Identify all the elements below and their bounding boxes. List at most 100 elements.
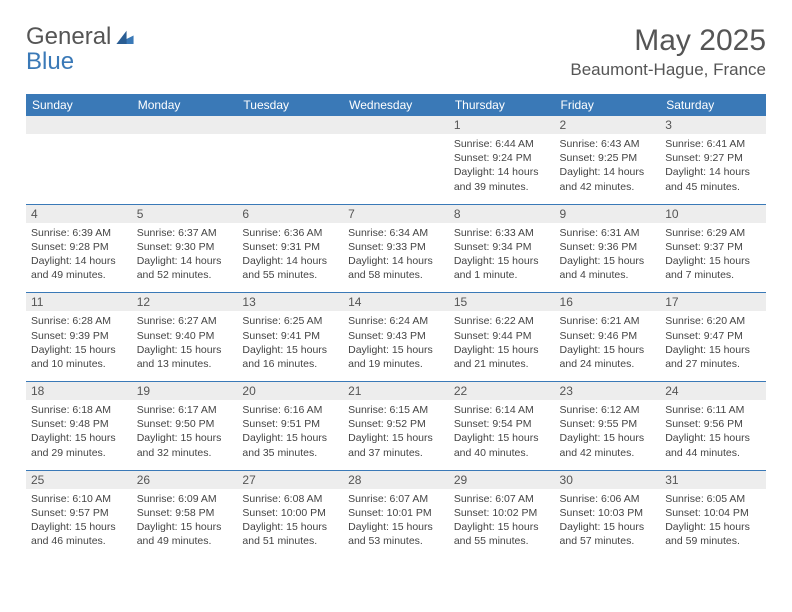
sunrise: Sunrise: 6:06 AM <box>560 492 656 506</box>
detail-row: Sunrise: 6:18 AMSunset: 9:48 PMDaylight:… <box>26 400 766 470</box>
daylight: Daylight: 15 hours and 7 minutes. <box>665 254 761 282</box>
sunrise: Sunrise: 6:24 AM <box>348 314 444 328</box>
day-number: 2 <box>555 116 661 134</box>
day-cell: Sunrise: 6:31 AMSunset: 9:36 PMDaylight:… <box>555 223 661 293</box>
sunrise: Sunrise: 6:14 AM <box>454 403 550 417</box>
day-cell: Sunrise: 6:21 AMSunset: 9:46 PMDaylight:… <box>555 311 661 381</box>
day-cell: Sunrise: 6:07 AMSunset: 10:02 PMDaylight… <box>449 489 555 559</box>
day-cell: Sunrise: 6:07 AMSunset: 10:01 PMDaylight… <box>343 489 449 559</box>
sunset: Sunset: 9:56 PM <box>665 417 761 431</box>
day-number: 5 <box>132 205 238 223</box>
sunrise: Sunrise: 6:36 AM <box>242 226 338 240</box>
sunset: Sunset: 10:01 PM <box>348 506 444 520</box>
daylight: Daylight: 14 hours and 49 minutes. <box>31 254 127 282</box>
day-cell: Sunrise: 6:24 AMSunset: 9:43 PMDaylight:… <box>343 311 449 381</box>
day-cell: Sunrise: 6:25 AMSunset: 9:41 PMDaylight:… <box>237 311 343 381</box>
daylight: Daylight: 15 hours and 40 minutes. <box>454 431 550 459</box>
sunrise: Sunrise: 6:09 AM <box>137 492 233 506</box>
daylight: Daylight: 15 hours and 10 minutes. <box>31 343 127 371</box>
day-cell: Sunrise: 6:16 AMSunset: 9:51 PMDaylight:… <box>237 400 343 470</box>
daylight: Daylight: 14 hours and 42 minutes. <box>560 165 656 193</box>
day-cell: Sunrise: 6:36 AMSunset: 9:31 PMDaylight:… <box>237 223 343 293</box>
sunrise: Sunrise: 6:10 AM <box>31 492 127 506</box>
daylight: Daylight: 15 hours and 29 minutes. <box>31 431 127 459</box>
dayname: Friday <box>555 94 661 116</box>
sunset: Sunset: 9:24 PM <box>454 151 550 165</box>
day-cell: Sunrise: 6:37 AMSunset: 9:30 PMDaylight:… <box>132 223 238 293</box>
daylight: Daylight: 14 hours and 58 minutes. <box>348 254 444 282</box>
sunrise: Sunrise: 6:11 AM <box>665 403 761 417</box>
day-cell <box>237 134 343 204</box>
day-cell: Sunrise: 6:18 AMSunset: 9:48 PMDaylight:… <box>26 400 132 470</box>
daylight: Daylight: 14 hours and 39 minutes. <box>454 165 550 193</box>
sunset: Sunset: 9:47 PM <box>665 329 761 343</box>
day-number: 23 <box>555 382 661 400</box>
sunrise: Sunrise: 6:37 AM <box>137 226 233 240</box>
daylight: Daylight: 14 hours and 52 minutes. <box>137 254 233 282</box>
sunrise: Sunrise: 6:22 AM <box>454 314 550 328</box>
daylight: Daylight: 15 hours and 27 minutes. <box>665 343 761 371</box>
day-number: 25 <box>26 471 132 489</box>
day-number <box>237 116 343 134</box>
detail-row: Sunrise: 6:10 AMSunset: 9:57 PMDaylight:… <box>26 489 766 559</box>
day-cell: Sunrise: 6:33 AMSunset: 9:34 PMDaylight:… <box>449 223 555 293</box>
sunset: Sunset: 9:27 PM <box>665 151 761 165</box>
daylight: Daylight: 15 hours and 55 minutes. <box>454 520 550 548</box>
daylight: Daylight: 15 hours and 53 minutes. <box>348 520 444 548</box>
sunrise: Sunrise: 6:44 AM <box>454 137 550 151</box>
header: GeneralBlue May 2025 Beaumont-Hague, Fra… <box>26 24 766 80</box>
sunrise: Sunrise: 6:28 AM <box>31 314 127 328</box>
day-cell: Sunrise: 6:28 AMSunset: 9:39 PMDaylight:… <box>26 311 132 381</box>
sunset: Sunset: 9:43 PM <box>348 329 444 343</box>
daylight: Daylight: 15 hours and 4 minutes. <box>560 254 656 282</box>
day-number: 24 <box>660 382 766 400</box>
day-cell <box>26 134 132 204</box>
dayname: Tuesday <box>237 94 343 116</box>
sunset: Sunset: 10:00 PM <box>242 506 338 520</box>
day-number: 9 <box>555 205 661 223</box>
sunrise: Sunrise: 6:12 AM <box>560 403 656 417</box>
sunset: Sunset: 9:54 PM <box>454 417 550 431</box>
sunset: Sunset: 9:28 PM <box>31 240 127 254</box>
day-cell: Sunrise: 6:22 AMSunset: 9:44 PMDaylight:… <box>449 311 555 381</box>
day-cell: Sunrise: 6:08 AMSunset: 10:00 PMDaylight… <box>237 489 343 559</box>
day-cell: Sunrise: 6:41 AMSunset: 9:27 PMDaylight:… <box>660 134 766 204</box>
daylight: Daylight: 15 hours and 21 minutes. <box>454 343 550 371</box>
day-number: 3 <box>660 116 766 134</box>
title-block: May 2025 Beaumont-Hague, France <box>570 24 766 80</box>
detail-row: Sunrise: 6:28 AMSunset: 9:39 PMDaylight:… <box>26 311 766 381</box>
sunset: Sunset: 9:37 PM <box>665 240 761 254</box>
day-number: 15 <box>449 293 555 311</box>
sunrise: Sunrise: 6:15 AM <box>348 403 444 417</box>
sunset: Sunset: 9:39 PM <box>31 329 127 343</box>
calendar-page: GeneralBlue May 2025 Beaumont-Hague, Fra… <box>0 0 792 568</box>
day-cell: Sunrise: 6:11 AMSunset: 9:56 PMDaylight:… <box>660 400 766 470</box>
logo-mark-icon <box>115 24 135 49</box>
sunset: Sunset: 10:02 PM <box>454 506 550 520</box>
day-number: 28 <box>343 471 449 489</box>
dayname: Wednesday <box>343 94 449 116</box>
daylight: Daylight: 15 hours and 42 minutes. <box>560 431 656 459</box>
dayname: Thursday <box>449 94 555 116</box>
day-cell: Sunrise: 6:14 AMSunset: 9:54 PMDaylight:… <box>449 400 555 470</box>
day-number: 7 <box>343 205 449 223</box>
sunset: Sunset: 9:46 PM <box>560 329 656 343</box>
sunset: Sunset: 9:31 PM <box>242 240 338 254</box>
location: Beaumont-Hague, France <box>570 60 766 80</box>
day-number: 16 <box>555 293 661 311</box>
sunset: Sunset: 9:55 PM <box>560 417 656 431</box>
day-cell: Sunrise: 6:44 AMSunset: 9:24 PMDaylight:… <box>449 134 555 204</box>
daynum-row: 123 <box>26 116 766 134</box>
daylight: Daylight: 14 hours and 45 minutes. <box>665 165 761 193</box>
calendar-table: Sunday Monday Tuesday Wednesday Thursday… <box>26 94 766 558</box>
day-cell: Sunrise: 6:06 AMSunset: 10:03 PMDaylight… <box>555 489 661 559</box>
sunrise: Sunrise: 6:27 AM <box>137 314 233 328</box>
sunrise: Sunrise: 6:31 AM <box>560 226 656 240</box>
sunrise: Sunrise: 6:34 AM <box>348 226 444 240</box>
dayname: Saturday <box>660 94 766 116</box>
sunset: Sunset: 9:40 PM <box>137 329 233 343</box>
sunrise: Sunrise: 6:16 AM <box>242 403 338 417</box>
day-number: 18 <box>26 382 132 400</box>
sunrise: Sunrise: 6:39 AM <box>31 226 127 240</box>
sunrise: Sunrise: 6:20 AM <box>665 314 761 328</box>
